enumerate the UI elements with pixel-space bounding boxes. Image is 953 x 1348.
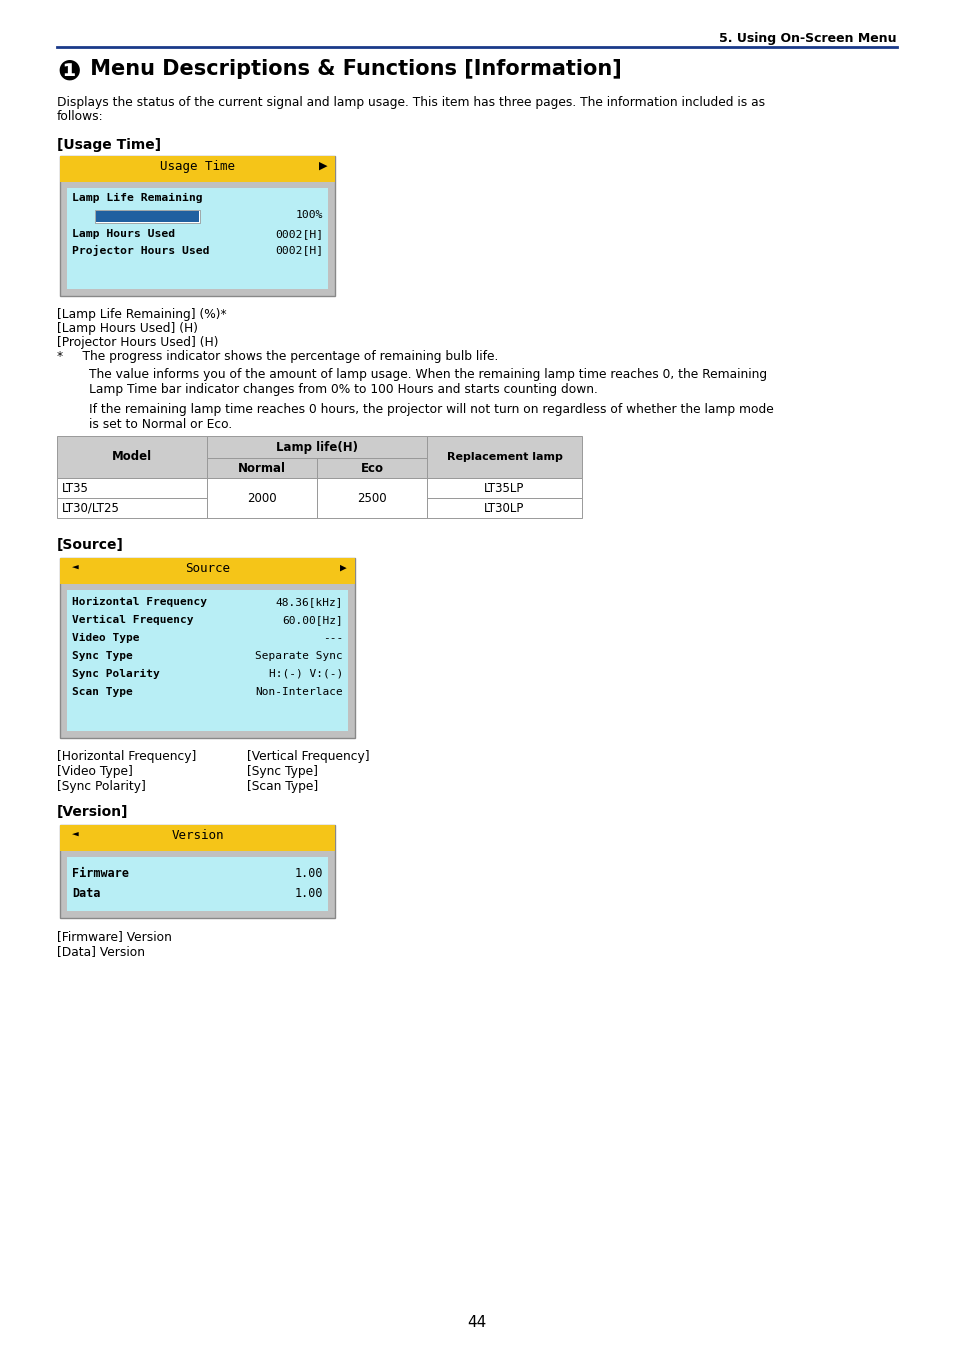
Text: LT35LP: LT35LP	[484, 481, 524, 495]
Text: Model: Model	[112, 450, 152, 464]
Text: ❶: ❶	[57, 58, 80, 86]
Bar	[67, 590, 348, 731]
Text: Lamp Hours Used: Lamp Hours Used	[71, 229, 175, 239]
Bar	[60, 825, 335, 851]
Text: ---: ---	[322, 634, 343, 643]
Bar	[57, 497, 207, 518]
Text: 100%: 100%	[295, 210, 323, 220]
Text: [Vertical Frequency]: [Vertical Frequency]	[247, 749, 369, 763]
Text: Vertical Frequency: Vertical Frequency	[71, 615, 193, 625]
Bar	[60, 156, 335, 297]
Bar	[57, 435, 207, 479]
Text: Scan Type: Scan Type	[71, 687, 132, 697]
Text: Replacement lamp: Replacement lamp	[446, 452, 562, 462]
Bar	[60, 825, 335, 918]
Text: Eco: Eco	[360, 461, 383, 474]
Text: 44: 44	[467, 1316, 486, 1330]
Text: Firmware: Firmware	[71, 867, 129, 880]
Text: Projector Hours Used: Projector Hours Used	[71, 245, 210, 256]
Text: 48.36[kHz]: 48.36[kHz]	[275, 597, 343, 607]
Text: [Lamp Life Remaining] (%)*: [Lamp Life Remaining] (%)*	[57, 307, 227, 321]
Text: [Version]: [Version]	[57, 805, 129, 820]
Text: LT35: LT35	[62, 481, 89, 495]
Text: 60.00[Hz]: 60.00[Hz]	[282, 615, 343, 625]
Text: Lamp Time bar indicator changes from 0% to 100 Hours and starts counting down.: Lamp Time bar indicator changes from 0% …	[89, 383, 598, 396]
Text: *     The progress indicator shows the percentage of remaining bulb life.: * The progress indicator shows the perce…	[57, 350, 497, 363]
Bar	[95, 210, 200, 222]
Bar	[67, 857, 328, 911]
Text: Sync Type: Sync Type	[71, 651, 132, 661]
Text: [Sync Type]: [Sync Type]	[247, 766, 317, 778]
Bar	[427, 479, 581, 497]
Bar	[67, 187, 328, 288]
Text: ◄: ◄	[71, 563, 79, 573]
Text: [Sync Polarity]: [Sync Polarity]	[57, 780, 146, 793]
Text: ▶: ▶	[339, 563, 346, 573]
Text: 2500: 2500	[356, 492, 386, 504]
Text: [Source]: [Source]	[57, 538, 124, 551]
Bar	[207, 479, 316, 518]
Text: Video Type: Video Type	[71, 634, 139, 643]
Text: [Usage Time]: [Usage Time]	[57, 137, 161, 152]
Text: [Scan Type]: [Scan Type]	[247, 780, 318, 793]
Text: is set to Normal or Eco.: is set to Normal or Eco.	[89, 418, 232, 431]
Text: Lamp Life Remaining: Lamp Life Remaining	[71, 193, 202, 204]
Text: Menu Descriptions & Functions [Information]: Menu Descriptions & Functions [Informati…	[83, 59, 621, 80]
Text: ◄: ◄	[71, 830, 79, 840]
Text: LT30/LT25: LT30/LT25	[62, 501, 120, 515]
Text: [Lamp Hours Used] (H): [Lamp Hours Used] (H)	[57, 322, 198, 336]
Bar	[316, 458, 427, 479]
Bar	[427, 435, 581, 479]
Text: [Projector Hours Used] (H): [Projector Hours Used] (H)	[57, 336, 218, 349]
Text: ▶: ▶	[318, 160, 327, 171]
Bar	[427, 497, 581, 518]
Bar	[207, 435, 427, 458]
Text: LT30LP: LT30LP	[484, 501, 524, 515]
Bar	[96, 212, 199, 222]
Bar	[316, 479, 427, 518]
Text: Displays the status of the current signal and lamp usage. This item has three pa: Displays the status of the current signa…	[57, 96, 764, 109]
Text: 1.00: 1.00	[294, 867, 323, 880]
Bar	[60, 156, 335, 182]
Text: [Firmware] Version: [Firmware] Version	[57, 930, 172, 944]
Text: [Video Type]: [Video Type]	[57, 766, 132, 778]
Text: Version: Version	[172, 829, 224, 842]
Text: Normal: Normal	[237, 461, 286, 474]
Bar	[60, 558, 355, 737]
Text: Horizontal Frequency: Horizontal Frequency	[71, 597, 207, 607]
Text: 2000: 2000	[247, 492, 276, 504]
Text: Source: Source	[185, 562, 230, 576]
Bar	[57, 479, 207, 497]
Text: [Horizontal Frequency]: [Horizontal Frequency]	[57, 749, 196, 763]
Text: Data: Data	[71, 887, 100, 900]
Text: Lamp life(H): Lamp life(H)	[275, 441, 357, 453]
Text: Separate Sync: Separate Sync	[255, 651, 343, 661]
Text: [Data] Version: [Data] Version	[57, 945, 145, 958]
Text: Non-Interlace: Non-Interlace	[255, 687, 343, 697]
Text: 5. Using On-Screen Menu: 5. Using On-Screen Menu	[719, 32, 896, 44]
Text: Usage Time: Usage Time	[160, 160, 234, 173]
Text: The value informs you of the amount of lamp usage. When the remaining lamp time : The value informs you of the amount of l…	[89, 368, 766, 381]
Text: If the remaining lamp time reaches 0 hours, the projector will not turn on regar: If the remaining lamp time reaches 0 hou…	[89, 403, 773, 417]
Bar	[207, 458, 316, 479]
Text: follows:: follows:	[57, 111, 104, 123]
Text: 0002[H]: 0002[H]	[274, 245, 323, 255]
Bar	[60, 558, 355, 584]
Text: H:(-) V:(-): H:(-) V:(-)	[269, 669, 343, 679]
Text: 0002[H]: 0002[H]	[274, 229, 323, 239]
Text: 1.00: 1.00	[294, 887, 323, 900]
Text: Sync Polarity: Sync Polarity	[71, 669, 159, 679]
